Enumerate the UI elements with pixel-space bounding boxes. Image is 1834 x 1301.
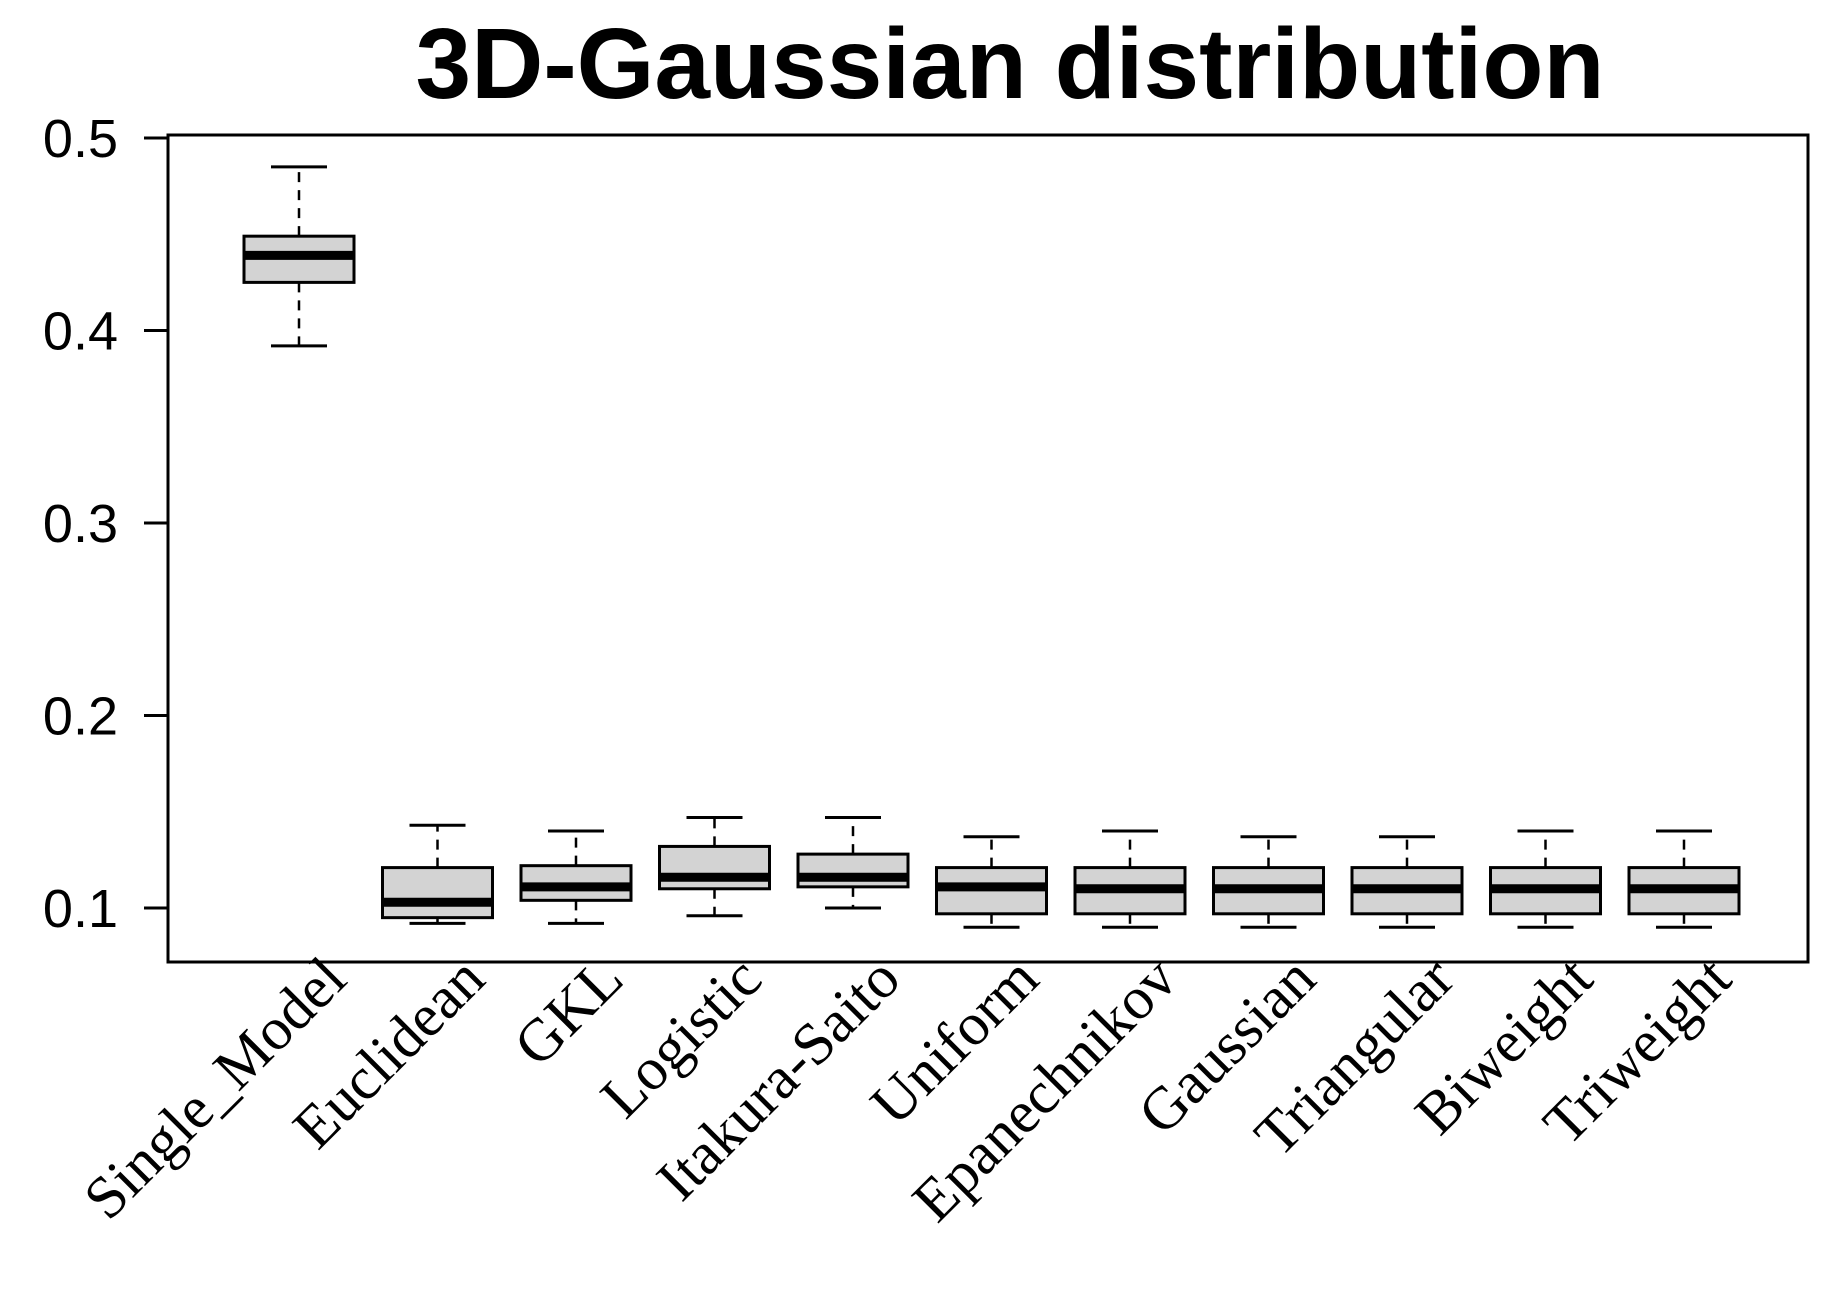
iqr-box bbox=[796, 852, 910, 889]
iqr-box bbox=[381, 866, 494, 920]
y-tick-label: 0.5 bbox=[43, 109, 118, 169]
y-axis: 0.1 0.2 0.3 0.4 0.5 bbox=[43, 109, 168, 939]
y-tick-label: 0.3 bbox=[43, 494, 118, 554]
box-epanechnikov bbox=[1073, 829, 1187, 929]
box-itakura-saito bbox=[796, 816, 910, 910]
y-tick-label: 0.2 bbox=[43, 687, 118, 747]
box-uniform bbox=[935, 835, 1048, 929]
box-single_model bbox=[242, 165, 356, 348]
box-euclidean bbox=[381, 823, 494, 925]
box-biweight bbox=[1489, 829, 1602, 929]
iqr-box bbox=[658, 844, 771, 891]
box-logistic bbox=[658, 816, 771, 918]
boxes bbox=[242, 165, 1741, 929]
plot-frame bbox=[166, 133, 1810, 964]
y-tick-label: 0.4 bbox=[43, 302, 118, 362]
y-tick-label: 0.1 bbox=[43, 879, 118, 939]
box-triweight bbox=[1627, 829, 1741, 929]
box-gkl bbox=[519, 829, 633, 925]
box-gaussian bbox=[1212, 835, 1325, 929]
chart-title: 3D-Gaussian distribution bbox=[415, 8, 1604, 120]
box-triangular bbox=[1350, 835, 1464, 929]
